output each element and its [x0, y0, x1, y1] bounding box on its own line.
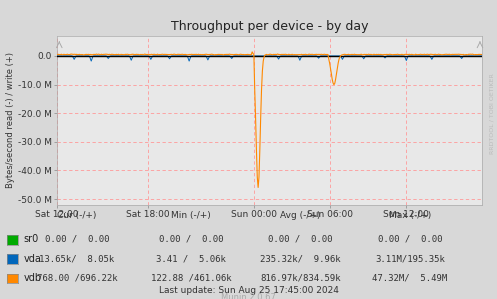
- Text: 0.00 /  0.00: 0.00 / 0.00: [268, 235, 333, 244]
- Text: Munin 2.0.67: Munin 2.0.67: [221, 293, 276, 299]
- Y-axis label: Bytes/second read (-) / write (+): Bytes/second read (-) / write (+): [6, 52, 15, 188]
- Text: 47.32M/  5.49M: 47.32M/ 5.49M: [372, 274, 448, 283]
- Text: Min (-/+): Min (-/+): [171, 211, 211, 220]
- Text: 0.00 /  0.00: 0.00 / 0.00: [159, 235, 224, 244]
- Text: 0.00 /  0.00: 0.00 / 0.00: [378, 235, 442, 244]
- Text: RRDTOOL / TOBI OETIKER: RRDTOOL / TOBI OETIKER: [490, 73, 495, 154]
- Text: 235.32k/  9.96k: 235.32k/ 9.96k: [260, 254, 341, 263]
- Text: Cur (-/+): Cur (-/+): [57, 211, 97, 220]
- Text: vda: vda: [24, 254, 42, 264]
- Text: 3.41 /  5.06k: 3.41 / 5.06k: [157, 254, 226, 263]
- Text: 768.00 /696.22k: 768.00 /696.22k: [37, 274, 117, 283]
- Text: sr0: sr0: [24, 234, 39, 244]
- Text: 3.11M/195.35k: 3.11M/195.35k: [375, 254, 445, 263]
- Text: 0.00 /  0.00: 0.00 / 0.00: [45, 235, 109, 244]
- Text: vdb: vdb: [24, 273, 42, 283]
- Text: Avg (-/+): Avg (-/+): [280, 211, 321, 220]
- Text: Last update: Sun Aug 25 17:45:00 2024: Last update: Sun Aug 25 17:45:00 2024: [159, 286, 338, 295]
- Text: 122.88 /461.06k: 122.88 /461.06k: [151, 274, 232, 283]
- Text: 816.97k/834.59k: 816.97k/834.59k: [260, 274, 341, 283]
- Title: Throughput per device - by day: Throughput per device - by day: [171, 20, 368, 33]
- Text: 13.65k/  8.05k: 13.65k/ 8.05k: [39, 254, 115, 263]
- Text: Max (-/+): Max (-/+): [389, 211, 431, 220]
